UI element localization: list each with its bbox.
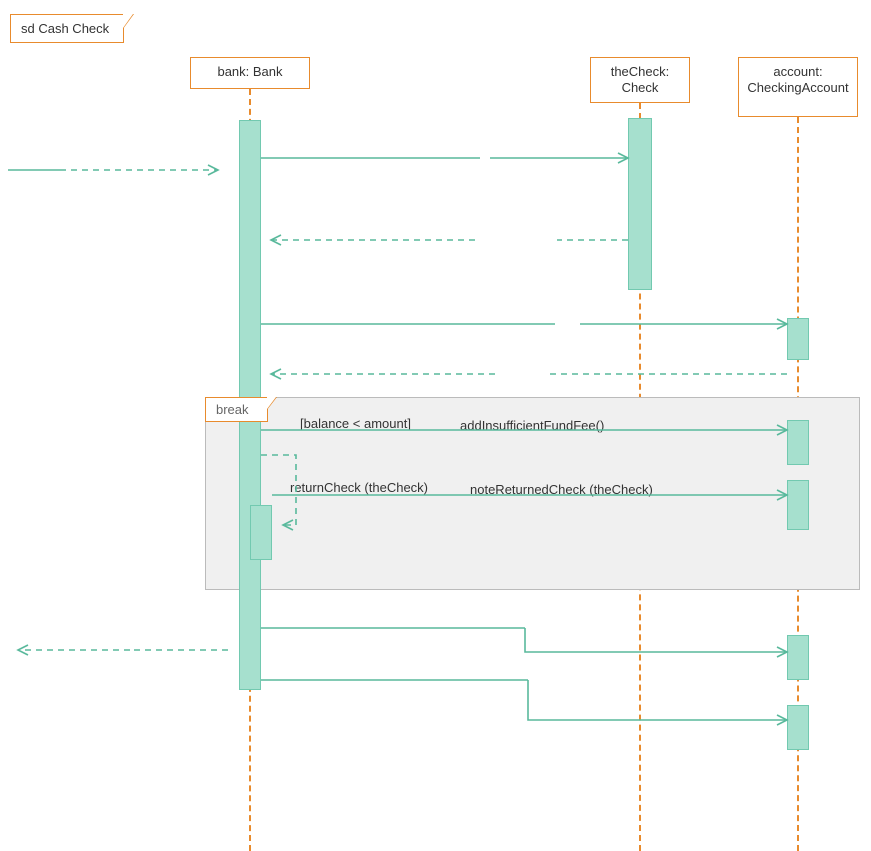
- frame-title-tab: sd Cash Check: [10, 14, 124, 43]
- activation-account-d1: [787, 635, 809, 680]
- break-fragment-label-tab: break: [205, 397, 268, 422]
- msg-label-notereturned: noteReturnedCheck (theCheck): [470, 482, 653, 497]
- activation-account-note: [787, 480, 809, 530]
- lifeline-box-bank: bank: Bank: [190, 57, 310, 89]
- sequence-diagram-canvas: sd Cash Check bank: Bank theCheck: Check…: [0, 0, 871, 851]
- activation-bank-self: [250, 505, 272, 560]
- lifeline-label-bank: bank: Bank: [217, 64, 282, 79]
- frame-title-text: sd Cash Check: [21, 21, 109, 36]
- break-guard-text: [balance < amount]: [300, 416, 411, 431]
- lifeline-label-account: account: CheckingAccount: [747, 64, 848, 95]
- activation-account-balance: [787, 318, 809, 360]
- activation-account-fee: [787, 420, 809, 465]
- msg-label-returncheck: returnCheck (theCheck): [290, 480, 428, 495]
- lifeline-box-check: theCheck: Check: [590, 57, 690, 103]
- activation-account-d2: [787, 705, 809, 750]
- msg-label-addfee: addInsufficientFundFee(): [460, 418, 604, 433]
- activation-check: [628, 118, 652, 290]
- lifeline-box-account: account: CheckingAccount: [738, 57, 858, 117]
- break-fragment-label: break: [216, 402, 249, 417]
- lifeline-label-check: theCheck: Check: [611, 64, 670, 95]
